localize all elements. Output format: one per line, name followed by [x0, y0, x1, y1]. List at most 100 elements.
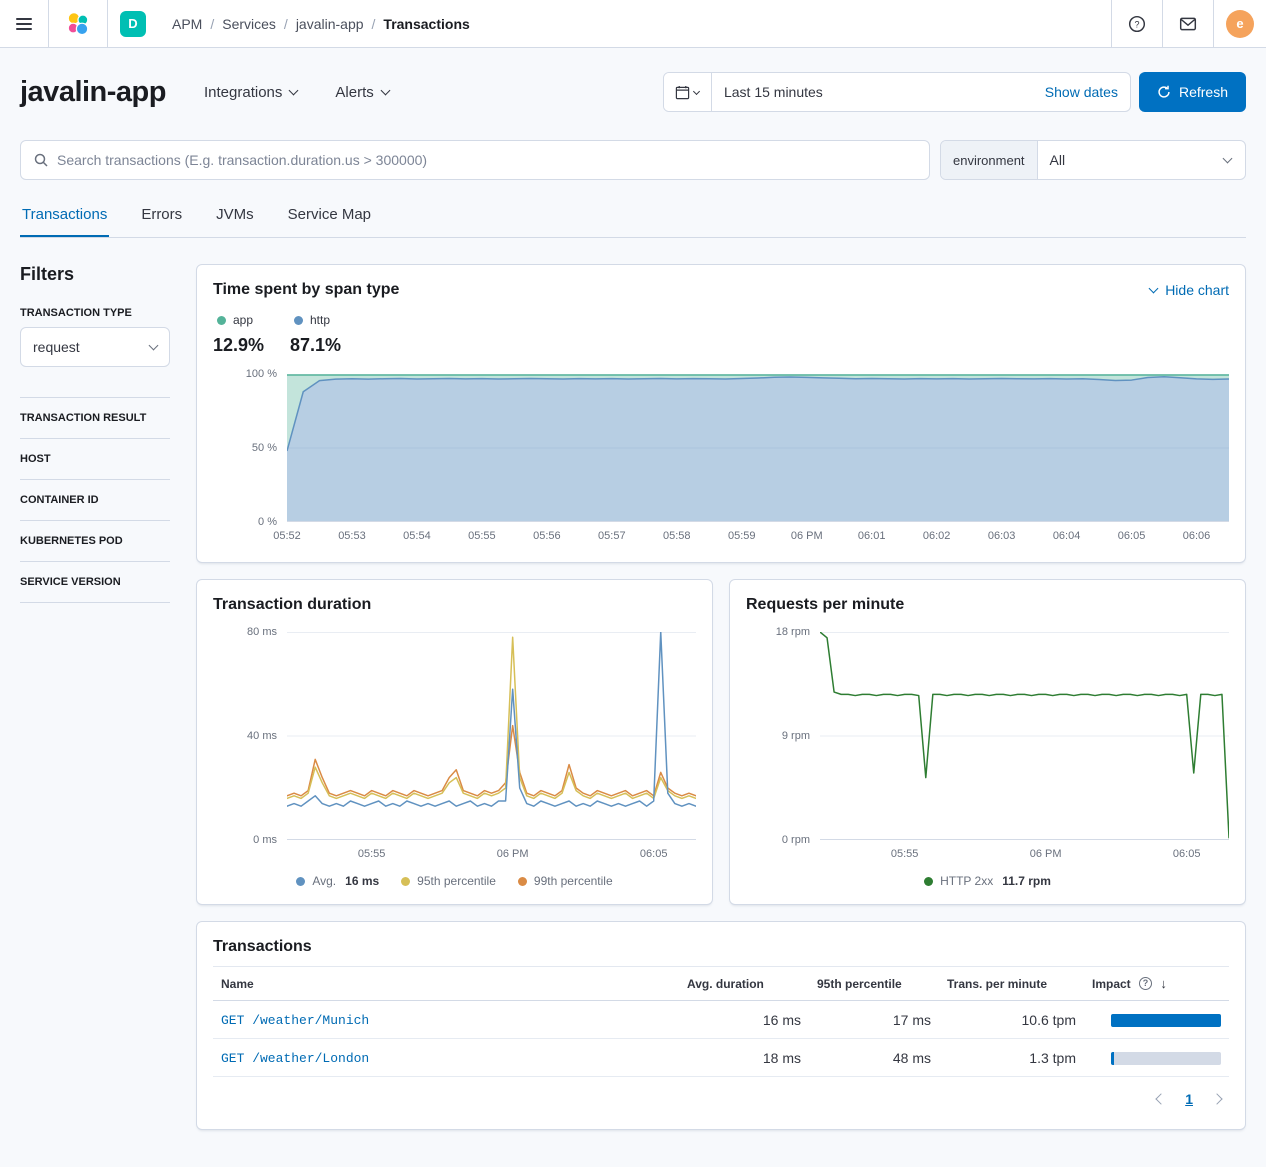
x-axis: 05:55 06 PM 06:05: [820, 840, 1229, 864]
svg-text:?: ?: [1134, 19, 1139, 29]
time-quick-select-button[interactable]: [663, 73, 712, 111]
breadcrumb-services[interactable]: Services: [222, 15, 276, 32]
transaction-type-select[interactable]: request: [20, 327, 170, 367]
filter-transaction-result[interactable]: TRANSACTION RESULT: [20, 397, 170, 438]
alerts-menu-button[interactable]: Alerts: [335, 84, 391, 101]
integrations-menu-button[interactable]: Integrations: [204, 84, 299, 101]
menu-hamburger-button[interactable]: [12, 14, 36, 34]
transaction-type-value: request: [33, 339, 80, 355]
breadcrumb-separator: [210, 16, 214, 32]
mail-button[interactable]: [1175, 11, 1201, 37]
y-axis: 18 rpm 9 rpm 0 rpm: [746, 626, 820, 846]
legend-item-95th[interactable]: 95th percentile: [401, 874, 496, 888]
filters-sidebar: Filters TRANSACTION TYPE request TRANSAC…: [20, 264, 170, 1130]
x-axis-label: 05:52: [273, 530, 301, 542]
legend-dot: [294, 315, 303, 325]
legend-item-http-2xx[interactable]: HTTP 2xx 11.7 rpm: [924, 874, 1051, 888]
legend-value: 11.7 rpm: [1002, 874, 1051, 888]
table-row: GET /weather/London 18 ms 48 ms 1.3 tpm: [213, 1038, 1229, 1077]
x-axis-label: 06:05: [1172, 848, 1201, 860]
legend-item-app[interactable]: app: [213, 313, 290, 327]
tab-jvms[interactable]: JVMs: [214, 196, 256, 237]
breadcrumb-apm[interactable]: APM: [172, 15, 203, 32]
environment-filter-label: environment: [941, 141, 1038, 179]
info-icon[interactable]: [1139, 976, 1153, 990]
previous-page-button[interactable]: [1149, 1087, 1173, 1111]
chevron-down-icon: [380, 85, 391, 95]
pagination: 1: [213, 1085, 1229, 1113]
legend-item-http[interactable]: http: [290, 313, 367, 327]
service-tabs: Transactions Errors JVMs Service Map: [20, 196, 1246, 238]
space-badge[interactable]: D: [120, 10, 146, 37]
metrics-row: Transaction duration 80 ms 40 ms 0 ms 05:5…: [196, 579, 1246, 905]
legend-item-avg[interactable]: Avg. 16 ms: [296, 874, 379, 888]
filter-service-version[interactable]: SERVICE VERSION: [20, 561, 170, 603]
elastic-logo-icon: [67, 11, 89, 35]
impact-cell: [1084, 1038, 1229, 1077]
x-axis-label: 06:03: [987, 530, 1016, 542]
column-header-trans-per-minute[interactable]: Trans. per minute: [939, 966, 1084, 1001]
column-header-impact[interactable]: Impact: [1084, 966, 1229, 1001]
x-axis-label: 06:05: [1117, 530, 1146, 542]
transaction-duration-chart: 80 ms 40 ms 0 ms 05:55 06 PM 06:05: [213, 626, 696, 864]
service-header: javalin-app Integrations Alerts: [20, 48, 1246, 112]
legend-item-99th[interactable]: 99th percentile: [517, 874, 613, 888]
page-1-button[interactable]: 1: [1177, 1085, 1201, 1113]
impact-label: Impact: [1092, 977, 1131, 991]
transaction-link-munich[interactable]: GET /weather/Munich: [221, 1013, 370, 1028]
p95-cell: 17 ms: [809, 1000, 939, 1039]
legend-label: Avg.: [312, 874, 337, 888]
tab-transactions[interactable]: Transactions: [20, 196, 109, 237]
span-type-title: Time spent by span type: [213, 281, 400, 298]
x-axis-label: 06 PM: [790, 530, 823, 542]
apm-service-page: javalin-app Integrations Alerts: [0, 48, 1266, 1158]
chart-plot: [287, 374, 1229, 522]
avg-duration-cell: 16 ms: [679, 1000, 809, 1039]
menu-section: [0, 0, 49, 47]
refresh-label: Refresh: [1178, 84, 1228, 100]
column-header-name[interactable]: Name: [213, 966, 679, 1001]
x-axis-label: 06 PM: [496, 848, 529, 860]
column-header-avg-duration[interactable]: Avg. duration: [679, 966, 809, 1001]
help-button[interactable]: ?: [1124, 11, 1150, 37]
tab-errors[interactable]: Errors: [139, 196, 184, 237]
y-axis: 80 ms 40 ms 0 ms: [213, 626, 287, 846]
hamburger-icon: [16, 17, 32, 30]
legend-value: 16 ms: [345, 874, 380, 888]
hide-chart-button[interactable]: Hide chart: [1148, 282, 1229, 298]
x-axis-label: 06:02: [922, 530, 951, 542]
filter-container-id[interactable]: CONTAINER ID: [20, 479, 170, 520]
x-axis: 05:52 05:53 05:54 05:55 05:56 05:57 05:58 05:59…: [273, 522, 1229, 546]
tab-service-map[interactable]: Service Map: [286, 196, 373, 237]
time-range-value[interactable]: Last 15 minutes: [712, 84, 1033, 100]
tpm-cell: 1.3 tpm: [939, 1038, 1084, 1077]
chevron-right-icon: [1211, 1093, 1223, 1105]
elastic-logo[interactable]: [61, 7, 95, 41]
filter-host[interactable]: HOST: [20, 438, 170, 479]
column-header-95th-percentile[interactable]: 95th percentile: [809, 966, 939, 1001]
table-row: GET /weather/Munich 16 ms 17 ms 10.6 tpm: [213, 1000, 1229, 1039]
x-axis-label: 06:06: [1182, 530, 1211, 542]
user-avatar[interactable]: e: [1226, 9, 1254, 38]
chevron-down-icon: [148, 340, 159, 350]
refresh-button[interactable]: Refresh: [1138, 72, 1246, 112]
search-box: [20, 140, 930, 180]
duration-legend: Avg. 16 ms 95th percentile 99th percenti…: [213, 874, 696, 888]
next-page-button[interactable]: [1205, 1087, 1229, 1111]
x-axis-label: 06:05: [639, 848, 668, 860]
page-title: javalin-app: [20, 75, 167, 108]
breadcrumb-javalin-app[interactable]: javalin-app: [295, 15, 364, 32]
x-axis-label: 05:54: [403, 530, 431, 542]
show-dates-button[interactable]: Show dates: [1033, 84, 1130, 100]
newsfeed-section: [1162, 0, 1213, 47]
tpm-cell: 10.6 tpm: [939, 1000, 1084, 1039]
transaction-duration-card: Transaction duration 80 ms 40 ms 0 ms 05:5…: [196, 579, 713, 905]
time-picker: Last 15 minutes Show dates: [662, 72, 1131, 112]
search-icon: [34, 153, 48, 167]
environment-filter[interactable]: environment All: [940, 140, 1246, 180]
filter-kubernetes-pod[interactable]: KUBERNETES POD: [20, 520, 170, 561]
x-axis-label: 05:55: [468, 530, 496, 542]
search-transactions-input[interactable]: [57, 152, 917, 168]
y-axis-label: 9 rpm: [781, 730, 810, 742]
transaction-link-london[interactable]: GET /weather/London: [221, 1051, 370, 1066]
